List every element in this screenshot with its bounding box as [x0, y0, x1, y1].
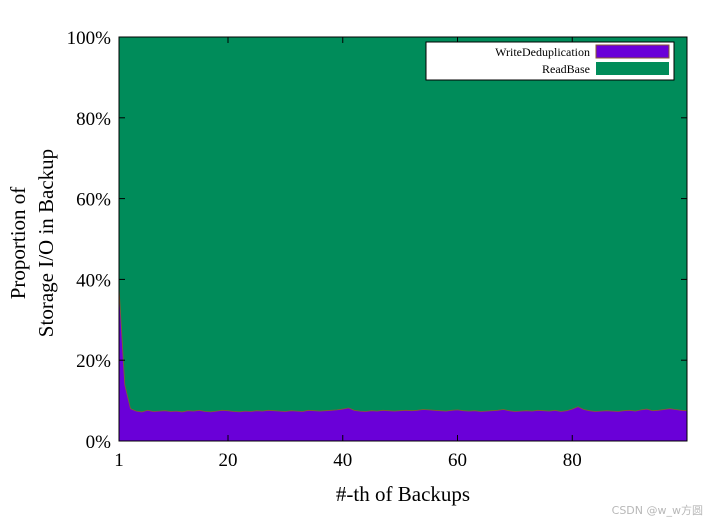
x-tick-label: 1	[114, 450, 124, 471]
x-tick-label: 20	[219, 450, 238, 471]
legend: WriteDeduplication ReadBase	[425, 41, 675, 81]
y-tick-label: 60%	[76, 190, 111, 211]
area-read-base	[119, 37, 687, 441]
x-tick-label: 80	[563, 450, 582, 471]
y-axis-ticks: 0% 20% 40% 60% 80% 100%	[67, 28, 687, 453]
y-tick-label: 0%	[86, 432, 112, 453]
y-axis-title-line-1: Proportion of	[6, 187, 30, 300]
x-tick-label: 60	[448, 450, 467, 471]
legend-label-read-base: ReadBase	[542, 62, 590, 76]
x-tick-label: 40	[333, 450, 352, 471]
y-tick-label: 40%	[76, 270, 111, 291]
x-axis-title: #-th of Backups	[336, 482, 470, 506]
legend-swatch-write-deduplication	[595, 44, 670, 59]
area-write-deduplication	[118, 287, 688, 442]
y-axis-title-line-2: Storage I/O in Backup	[34, 149, 58, 337]
legend-label-write-deduplication: WriteDeduplication	[495, 45, 590, 59]
y-tick-label: 80%	[76, 109, 111, 130]
plot-areas	[118, 37, 688, 442]
watermark: CSDN @w_w方圆	[611, 504, 703, 517]
plot-frame	[118, 36, 688, 442]
y-tick-label: 100%	[67, 28, 112, 49]
y-axis-title: Proportion of Storage I/O in Backup	[6, 149, 58, 337]
x-axis-ticks: 1 20 40 60 80	[114, 37, 582, 471]
legend-swatch-read-base	[596, 62, 669, 75]
y-tick-label: 20%	[76, 351, 111, 372]
